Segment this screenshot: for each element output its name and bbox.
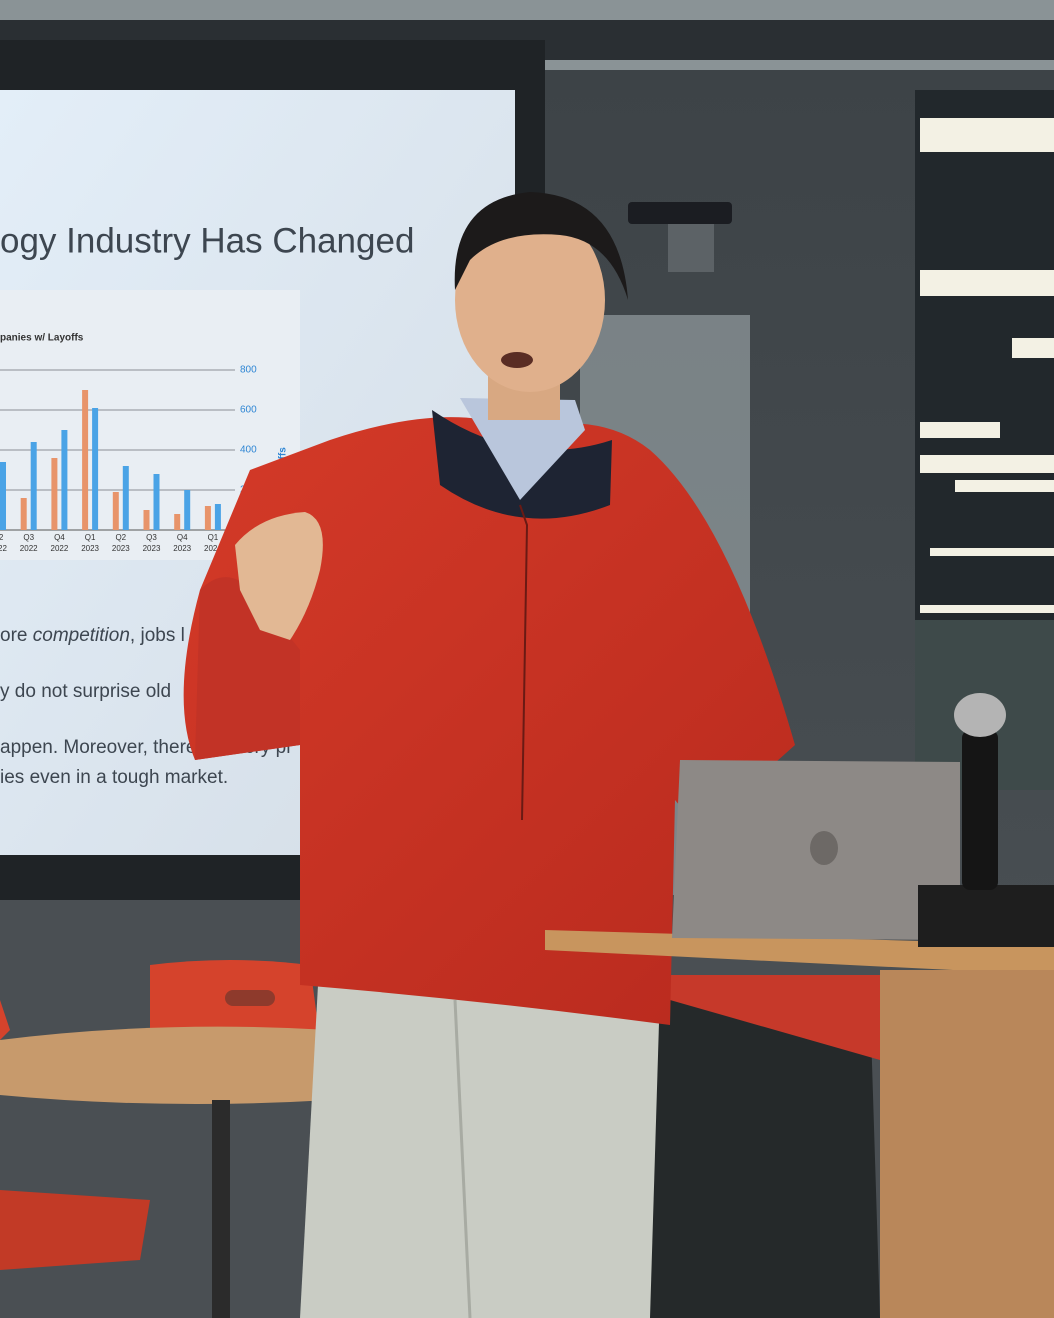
sweater — [183, 417, 796, 1026]
chart-title: panies w/ Layoffs — [0, 333, 84, 344]
x-tick-label: 2024 — [204, 544, 222, 553]
bar — [0, 462, 6, 530]
bar — [61, 430, 68, 530]
x-tick-label: Q3 — [23, 533, 34, 542]
bar — [20, 498, 27, 530]
body-text: ore competition, jobs l — [0, 625, 185, 646]
x-tick-label: Q4 — [177, 533, 188, 542]
body-text: ies even in a tough market. — [0, 767, 228, 788]
x-tick-label: Q2 — [115, 533, 126, 542]
bar — [204, 506, 211, 530]
x-tick-label: 2023 — [112, 544, 130, 553]
x-tick-label: 2023 — [173, 544, 191, 553]
bar — [174, 514, 181, 530]
x-tick-label: 2023 — [143, 544, 161, 553]
body-text-part: , jobs l — [130, 625, 185, 646]
chair-handle — [225, 990, 275, 1006]
x-tick-label: 2022 — [20, 544, 38, 553]
chair — [0, 1000, 10, 1040]
body-text-part: y do not surprise old — [0, 681, 171, 702]
microphone-head — [954, 693, 1006, 737]
y-tick-label: 400 — [240, 445, 257, 456]
pants-crease — [453, 999, 472, 1318]
face — [455, 208, 605, 392]
bar — [153, 474, 160, 530]
x-tick-label: 2022 — [51, 544, 69, 553]
x-tick-label: Q2 — [0, 533, 4, 542]
slide-title: ogy Industry Has Changed — [0, 221, 414, 260]
body-text-part: ies even in a tough market. — [0, 767, 228, 788]
body-text-part: ore — [0, 625, 33, 646]
mic-base — [918, 885, 1054, 947]
bar — [214, 504, 221, 530]
bar — [82, 390, 89, 530]
x-tick-label: 2023 — [81, 544, 99, 553]
table — [0, 1026, 330, 1104]
y-tick-label: 600 — [240, 405, 257, 416]
jacket-on-chair — [640, 984, 880, 1318]
camera-mount — [668, 224, 714, 272]
body-text: y do not surprise old — [0, 681, 171, 702]
lights — [920, 118, 1054, 613]
x-tick-label: 2022 — [0, 544, 7, 553]
shirt-collar — [460, 398, 585, 500]
bar — [122, 466, 129, 530]
y-tick-label: 800 — [240, 365, 257, 376]
bar — [184, 490, 191, 530]
podium — [880, 970, 1054, 1318]
zipper — [519, 504, 529, 821]
pants — [300, 985, 660, 1318]
bar — [30, 442, 37, 530]
bar — [112, 492, 119, 530]
body-text-part: competition — [33, 625, 130, 646]
bar — [143, 510, 150, 530]
hair — [454, 192, 628, 300]
bar — [51, 458, 58, 530]
x-tick-label: Q1 — [208, 533, 219, 542]
x-tick-label: Q3 — [146, 533, 157, 542]
x-tick-label: Q1 — [85, 533, 96, 542]
camera — [628, 202, 732, 224]
laptop-logo — [810, 831, 838, 865]
table-leg — [212, 1100, 230, 1318]
microphone — [962, 730, 998, 890]
chair-seat — [0, 1190, 150, 1270]
hand — [235, 512, 323, 640]
bar — [92, 408, 99, 530]
mouth — [501, 352, 533, 368]
chair — [670, 975, 880, 1060]
x-tick-label: Q4 — [54, 533, 65, 542]
